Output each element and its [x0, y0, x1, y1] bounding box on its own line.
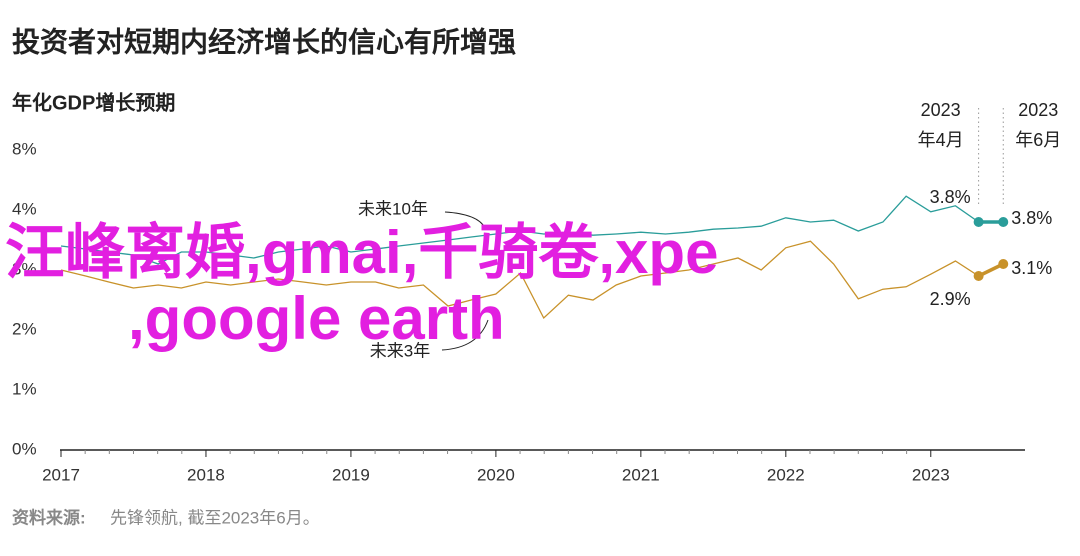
x-tick-label: 2019	[332, 465, 370, 484]
point	[973, 271, 984, 281]
series-label: 未来3年	[370, 341, 430, 360]
x-tick-label: 2018	[187, 465, 225, 484]
value-label: 3.1%	[1011, 258, 1052, 278]
overlay-text: ,google earth	[128, 285, 505, 352]
overlay-text: 汪峰离婚,gmai,千骑卷,xpe	[5, 219, 718, 286]
annotation-label: 年4月	[918, 130, 964, 150]
y-tick-label: 3%	[12, 259, 37, 278]
source-label: 资料来源:	[12, 507, 86, 527]
y-tick-label: 4%	[12, 199, 37, 218]
annotation-label: 2023	[1018, 100, 1058, 120]
y-tick-label: 1%	[12, 379, 37, 398]
series-label: 未来10年	[358, 199, 428, 218]
value-label: 3.8%	[930, 187, 971, 207]
point	[998, 259, 1009, 269]
x-tick-label: 2021	[622, 465, 660, 484]
annotation-label: 年6月	[1015, 130, 1061, 150]
x-tick-label: 2022	[767, 465, 805, 484]
y-tick-label: 0%	[12, 439, 37, 458]
leader-line	[441, 319, 489, 351]
y-tick-label: 8%	[12, 139, 37, 158]
x-tick-label: 2023	[912, 465, 950, 484]
value-label: 3.8%	[1011, 208, 1052, 228]
point	[973, 217, 984, 227]
series-line	[60, 240, 1004, 320]
x-tick-label: 2020	[477, 465, 515, 484]
leader-line	[444, 211, 486, 229]
y-tick-label: 2%	[12, 319, 37, 338]
value-label: 2.9%	[930, 289, 971, 309]
chart-subtitle: 年化GDP增长预期	[12, 90, 175, 114]
series-line	[60, 195, 1004, 265]
x-tick-label: 2017	[42, 465, 80, 484]
point	[998, 217, 1009, 227]
source-text: 先锋领航, 截至2023年6月。	[110, 508, 320, 527]
chart-title: 投资者对短期内经济增长的信心有所增强	[12, 25, 516, 57]
annotation-label: 2023	[921, 100, 961, 120]
